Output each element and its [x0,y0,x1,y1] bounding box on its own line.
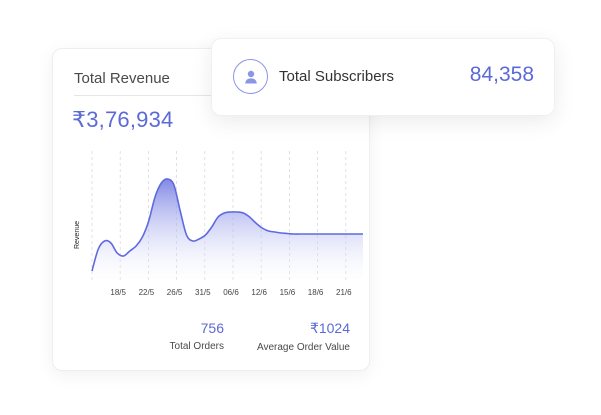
average-order-value: ₹1024 [309,320,350,336]
total-subscribers-value: 84,358 [469,63,534,86]
total-revenue-title: Total Revenue [74,70,170,87]
revenue-line [91,178,363,272]
x-tick-label: 15/6 [280,288,296,297]
title-divider [74,95,224,96]
x-tick-label: 21/6 [336,288,352,297]
x-tick-label: 06/6 [223,288,239,297]
total-revenue-amount: ₹3,76,934 [72,107,174,132]
revenue-area-chart: Revenue 18/5 22/5 26/5 31/5 06/6 12/6 15/6 18/6… [74,151,363,297]
x-tick-label: 31/5 [195,288,211,297]
revenue-area [92,178,363,281]
x-tick-label: 12/6 [251,288,267,297]
x-tick-label: 18/5 [110,288,126,297]
average-order-value-label: Average Order Value [256,342,350,353]
total-subscribers-card: Total Subscribers 84,358 [211,38,555,116]
y-axis-label: Revenue [74,221,81,249]
x-tick-label: 22/5 [139,288,155,297]
x-tick-label: 18/6 [308,288,324,297]
total-subscribers-title: Total Subscribers [279,68,395,85]
x-axis-ticks: 18/5 22/5 26/5 31/5 06/6 12/6 15/6 18/6 21/6 [110,288,352,297]
total-orders-stat: 756 Total Orders [170,320,224,352]
avatar [233,59,268,94]
total-orders-value: 756 [200,320,224,336]
user-icon [244,70,257,83]
x-tick-label: 26/5 [167,288,183,297]
average-order-value-stat: ₹1024 Average Order Value [257,320,350,353]
total-orders-label: Total Orders [169,341,224,352]
